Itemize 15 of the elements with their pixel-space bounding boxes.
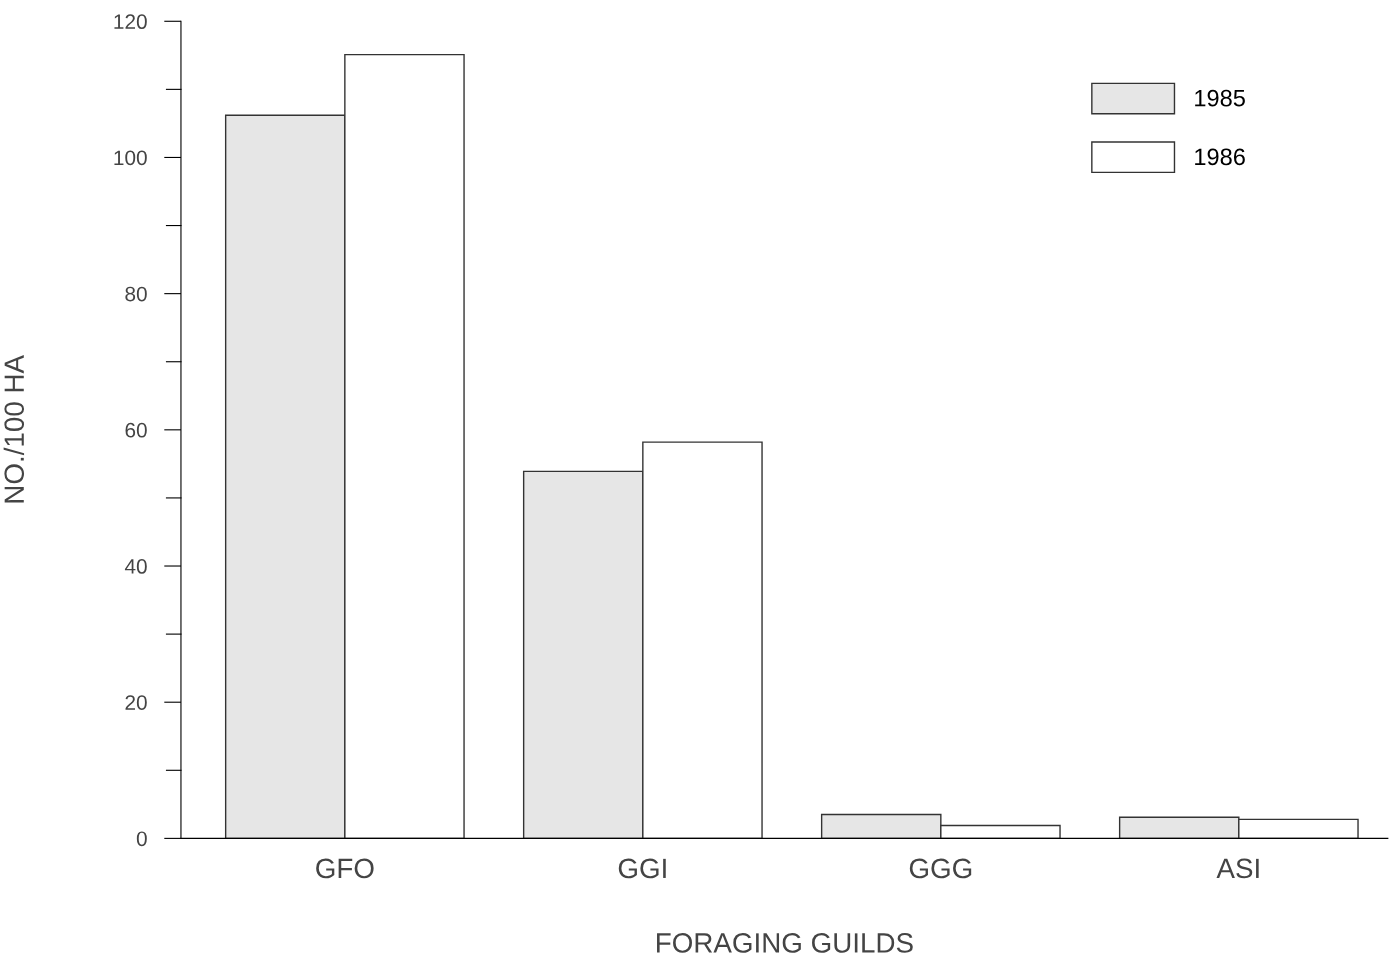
x-axis-title: FORAGING GUILDS (657, 933, 913, 953)
y-tick-label: 120 (114, 14, 147, 30)
x-tick-label: ASI (1216, 858, 1259, 879)
y-tick-label: 0 (136, 831, 147, 847)
legend-label: 1985 (1195, 89, 1245, 107)
x-tick-label: GGG (909, 858, 972, 879)
x-tick-label: GFO (316, 858, 374, 879)
y-tick-label: 80 (125, 286, 147, 302)
y-tick-label: 100 (114, 150, 147, 166)
legend-label: 1986 (1195, 148, 1245, 166)
y-tick-label: 60 (125, 422, 147, 438)
x-tick-label: GGI (618, 858, 666, 879)
y-tick-label: 20 (125, 695, 147, 710)
y-axis-title: NO./100 HA (3, 355, 25, 503)
y-tick-label: 40 (124, 559, 147, 574)
